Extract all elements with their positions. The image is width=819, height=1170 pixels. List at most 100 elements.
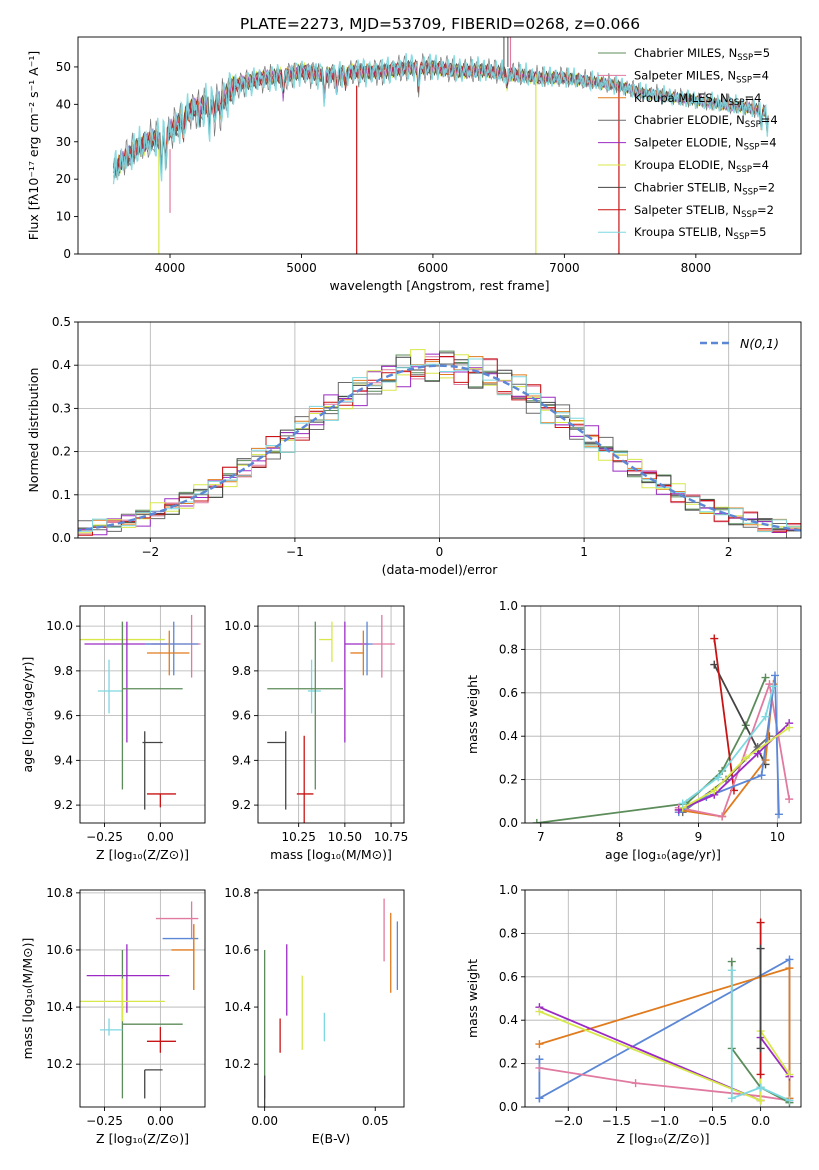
plus-marker <box>757 945 765 953</box>
x-tick-label: 8 <box>616 830 624 844</box>
x-tick-label: 9 <box>695 830 703 844</box>
legend-entry-base: Kroupa ELODIE, N <box>634 158 736 172</box>
y-axis-label: mass weight <box>465 959 480 1038</box>
x-tick-label: −0.25 <box>86 1114 123 1128</box>
y-axis-label: mass [log₁₀(M/M⊙)] <box>20 938 35 1060</box>
legend-entry: Salpeter STELIB, NSSP=2 <box>634 203 774 220</box>
errorbar-point <box>98 660 123 714</box>
legend-entry: Kroupa STELIB, NSSP=5 <box>634 225 766 242</box>
errorbar-point <box>172 924 194 990</box>
legend-entry-tail: =4 <box>752 158 769 172</box>
y-tick-label: 0.1 <box>52 488 71 502</box>
legend-entry-tail: =4 <box>744 91 761 105</box>
x-axis-label: E(B-V) <box>312 1131 351 1146</box>
x-tick-label: 6000 <box>418 261 449 275</box>
panel-weight-age: 7 8 9 100.00.20.40.60.81.0age [log₁₀(age/yr… <box>465 599 801 862</box>
plus-marker <box>785 795 793 803</box>
panel-mass-Z: −0.25 0.00 10.2 10.4 10.6 10.8 Z [log₁₀(Z/Z⊙)]… <box>20 886 205 1146</box>
y-axis-label: mass weight <box>465 675 480 754</box>
axes-frame <box>80 606 205 823</box>
legend-entry-sub: SSP <box>736 75 752 85</box>
x-tick-label: 8000 <box>681 261 712 275</box>
plus-marker <box>757 919 765 927</box>
x-tick-label: 10.25 <box>281 830 315 844</box>
y-tick-label: 10.6 <box>224 943 251 957</box>
x-tick-label: 5000 <box>286 261 317 275</box>
y-tick-label: 50 <box>56 60 71 74</box>
y-tick-label: 0.5 <box>52 315 71 329</box>
y-tick-label: 0.6 <box>499 970 518 984</box>
legend-entry-tail: =4 <box>760 136 777 150</box>
x-tick-label: 0.0 <box>751 1114 770 1128</box>
x-tick-label: 10.50 <box>328 830 362 844</box>
plus-marker <box>771 671 779 679</box>
y-tick-label: 0.4 <box>52 358 71 372</box>
y-tick-label: 9.6 <box>232 709 251 723</box>
legend-entry-base: Salpeter ELODIE, N <box>634 136 744 150</box>
y-tick-label: 10.8 <box>224 886 251 900</box>
legend-entry-sub: SSP <box>741 210 757 220</box>
legend-entry-base: Kroupa MILES, N <box>634 91 729 105</box>
x-tick-label: −1.5 <box>602 1114 631 1128</box>
y-tick-label: 0.2 <box>52 445 71 459</box>
plus-marker <box>535 1094 543 1102</box>
legend-entry: Chabrier STELIB, NSSP=2 <box>634 180 775 197</box>
errorbar-point <box>163 924 199 990</box>
errorbar-point <box>80 979 165 1022</box>
errorbar-point <box>122 950 182 1098</box>
legend-entry-sub: SSP <box>734 232 750 242</box>
x-tick-label: −1.0 <box>650 1114 679 1128</box>
x-tick-label: 7000 <box>549 261 580 275</box>
plus-marker <box>785 964 793 972</box>
y-tick-label: 0.0 <box>499 1100 518 1114</box>
y-tick-label: 9.6 <box>54 709 73 723</box>
legend-entry: Salpeter MILES, NSSP=4 <box>634 68 769 85</box>
x-tick-label: 0.00 <box>147 830 174 844</box>
axes-frame <box>525 606 801 823</box>
errorbar-point <box>267 731 285 809</box>
x-tick-label: −2.0 <box>554 1114 583 1128</box>
plus-marker <box>757 1070 765 1078</box>
y-tick-label: 10.2 <box>46 1057 73 1071</box>
panel-mass-ebv: 0.00 0.0510.210.410.610.8E(B-V) <box>224 886 404 1146</box>
legend-entry-base: Salpeter STELIB, N <box>634 203 741 217</box>
legend-residuals: N(0,1) <box>700 336 779 351</box>
x-tick-label: 10.75 <box>374 830 408 844</box>
x-tick-label: 0.00 <box>147 1114 174 1128</box>
plot-area-weight-age <box>533 635 793 827</box>
y-tick-label: 9.4 <box>232 753 251 767</box>
y-tick-label: 10 <box>56 210 71 224</box>
x-tick-label: −2 <box>141 545 159 559</box>
y-tick-label: 0.2 <box>499 1057 518 1071</box>
legend-entry-sub: SSP <box>742 187 758 197</box>
legend-entry-sub: SSP <box>744 143 760 153</box>
panel-age-Z: −0.25 0.009.29.49.69.810.0Z [log₁₀(Z/Z⊙)]… <box>20 606 205 862</box>
errorbar-point <box>145 622 199 676</box>
x-tick-label: 7 <box>537 830 545 844</box>
y-tick-label: 9.2 <box>232 798 251 812</box>
legend-entry-sub: SSP <box>737 53 753 63</box>
legend-entry-sub: SSP <box>729 98 745 108</box>
x-tick-label: 4000 <box>155 261 186 275</box>
plus-marker <box>632 1079 640 1087</box>
y-axis-label: Flux [fλ10⁻¹⁷ erg cm⁻² s⁻¹ A⁻¹] <box>26 51 41 240</box>
errorbar-point <box>151 615 200 678</box>
x-tick-label: 0 <box>436 545 444 559</box>
plus-marker <box>535 1055 543 1063</box>
x-axis-label: age [log₁₀(age/yr)] <box>605 847 721 862</box>
y-tick-label: 10.6 <box>46 943 73 957</box>
legend-entry-base: Chabrier ELODIE, N <box>634 113 745 127</box>
y-tick-label: 9.8 <box>54 664 73 678</box>
y-tick-label: 0.4 <box>499 729 518 743</box>
y-tick-label: 0 <box>63 247 71 261</box>
errorbar-point <box>319 622 332 662</box>
y-axis-label: age [log₁₀(age/yr)] <box>20 657 35 773</box>
y-tick-label: 9.2 <box>54 798 73 812</box>
legend-entry-sub: SSP <box>736 165 752 175</box>
plus-marker <box>728 966 736 974</box>
errorbar-point <box>87 944 170 1013</box>
y-tick-label: 10.2 <box>224 1057 251 1071</box>
x-axis-label: mass [log₁₀(M/M⊙)] <box>270 847 392 862</box>
